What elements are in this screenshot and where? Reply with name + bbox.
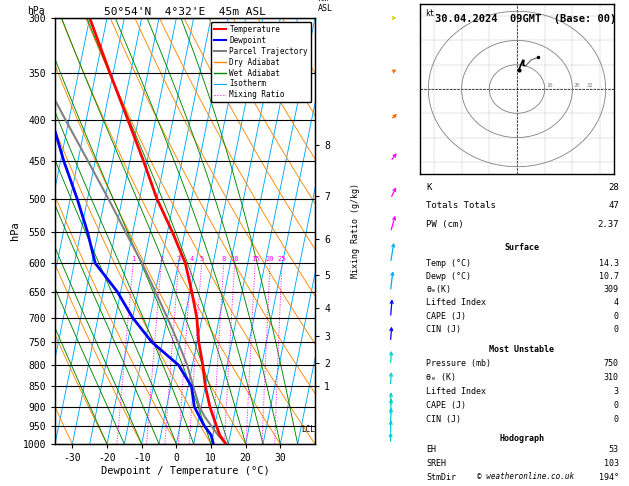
Text: Lifted Index: Lifted Index xyxy=(426,386,486,396)
Text: km
ASL: km ASL xyxy=(318,0,333,13)
Text: Totals Totals: Totals Totals xyxy=(426,201,496,210)
Text: 103: 103 xyxy=(604,459,619,468)
Text: PW (cm): PW (cm) xyxy=(426,220,464,228)
Text: 15: 15 xyxy=(251,256,259,262)
Text: 0: 0 xyxy=(614,325,619,334)
Text: Pressure (mb): Pressure (mb) xyxy=(426,359,491,367)
Text: 20: 20 xyxy=(266,256,274,262)
Text: 10: 10 xyxy=(546,83,553,87)
Text: 0: 0 xyxy=(614,400,619,410)
Y-axis label: hPa: hPa xyxy=(9,222,19,241)
Text: CIN (J): CIN (J) xyxy=(426,325,461,334)
Text: CAPE (J): CAPE (J) xyxy=(426,400,466,410)
Text: 10: 10 xyxy=(230,256,239,262)
Text: 0: 0 xyxy=(614,312,619,321)
Text: 53: 53 xyxy=(609,445,619,454)
Text: LCL: LCL xyxy=(301,425,315,434)
Text: Surface: Surface xyxy=(504,243,539,252)
Text: 28: 28 xyxy=(608,183,619,192)
Text: 2: 2 xyxy=(159,256,164,262)
Text: 10.7: 10.7 xyxy=(599,272,619,281)
Text: 14.3: 14.3 xyxy=(599,259,619,268)
Text: Lifted Index: Lifted Index xyxy=(426,298,486,308)
Text: 309: 309 xyxy=(604,285,619,294)
Text: kt: kt xyxy=(426,9,435,18)
Text: 25: 25 xyxy=(278,256,286,262)
Text: hPa: hPa xyxy=(26,5,44,16)
Text: CAPE (J): CAPE (J) xyxy=(426,312,466,321)
Text: 5: 5 xyxy=(199,256,204,262)
Text: Temp (°C): Temp (°C) xyxy=(426,259,471,268)
Legend: Temperature, Dewpoint, Parcel Trajectory, Dry Adiabat, Wet Adiabat, Isotherm, Mi: Temperature, Dewpoint, Parcel Trajectory… xyxy=(211,22,311,103)
Text: CIN (J): CIN (J) xyxy=(426,415,461,424)
Text: 3: 3 xyxy=(177,256,181,262)
Text: Dewp (°C): Dewp (°C) xyxy=(426,272,471,281)
X-axis label: Dewpoint / Temperature (°C): Dewpoint / Temperature (°C) xyxy=(101,466,269,476)
Text: 4: 4 xyxy=(614,298,619,308)
Text: θₑ(K): θₑ(K) xyxy=(426,285,451,294)
Text: 310: 310 xyxy=(604,373,619,382)
Text: StmDir: StmDir xyxy=(426,473,456,482)
Text: K: K xyxy=(426,183,431,192)
Text: 1: 1 xyxy=(131,256,135,262)
Title: 50°54'N  4°32'E  45m ASL: 50°54'N 4°32'E 45m ASL xyxy=(104,7,266,17)
Text: SREH: SREH xyxy=(426,459,447,468)
Text: 0: 0 xyxy=(614,415,619,424)
Text: Mixing Ratio (g/kg): Mixing Ratio (g/kg) xyxy=(352,184,360,278)
Text: 750: 750 xyxy=(604,359,619,367)
Text: 194°: 194° xyxy=(599,473,619,482)
Text: 2.37: 2.37 xyxy=(598,220,619,228)
Text: 8: 8 xyxy=(221,256,226,262)
Text: EH: EH xyxy=(426,445,437,454)
Text: 30.04.2024  09GMT  (Base: 00): 30.04.2024 09GMT (Base: 00) xyxy=(435,14,616,24)
Text: 4: 4 xyxy=(189,256,194,262)
Text: Most Unstable: Most Unstable xyxy=(489,345,554,353)
Text: 47: 47 xyxy=(608,201,619,210)
Text: 20: 20 xyxy=(574,83,581,87)
Text: θₑ (K): θₑ (K) xyxy=(426,373,456,382)
Text: © weatheronline.co.uk: © weatheronline.co.uk xyxy=(477,472,574,481)
Text: 3: 3 xyxy=(614,386,619,396)
Text: Hodograph: Hodograph xyxy=(499,434,544,443)
Text: 32: 32 xyxy=(586,83,593,87)
